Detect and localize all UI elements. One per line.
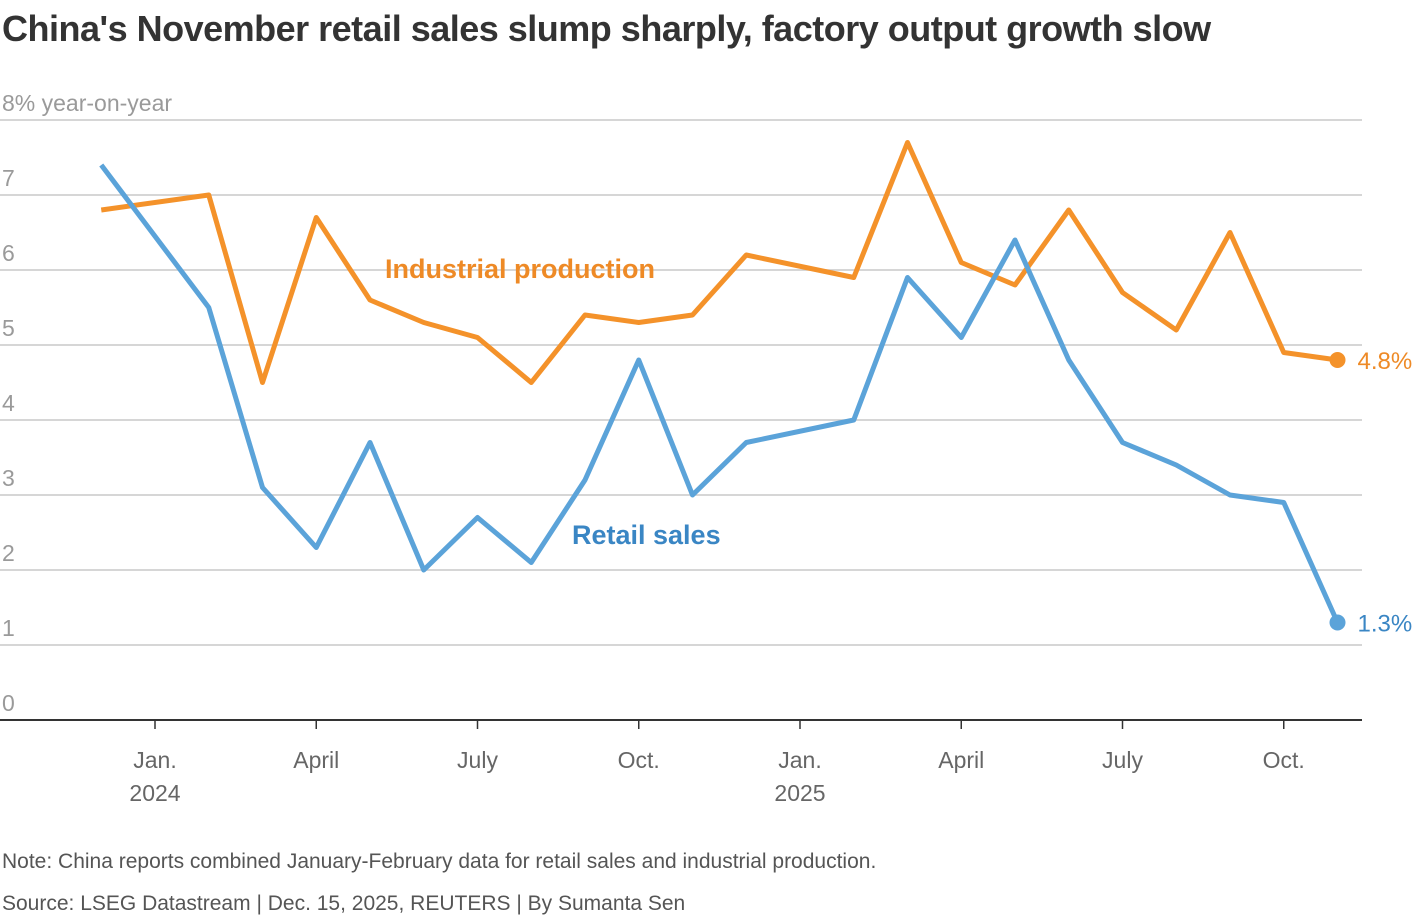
x-tick-sublabel: 2024 (129, 780, 180, 806)
x-tick-label: July (1102, 747, 1143, 773)
series-line-retail-sales (99, 163, 1340, 624)
data-point (1329, 352, 1346, 368)
y-tick-label: 7 (2, 165, 15, 191)
y-tick-label: 3 (2, 465, 15, 491)
y-tick-label: 0 (2, 690, 15, 716)
x-tick-label: April (938, 747, 984, 773)
series-label: Industrial production (385, 254, 655, 284)
x-tick-label: Jan. (133, 747, 176, 773)
x-tick-label: Jan. (778, 747, 821, 773)
end-value-label: 4.8% (1358, 348, 1413, 375)
y-tick-label: 4 (2, 390, 15, 416)
y-tick-label: 5 (2, 315, 15, 341)
chart-source: Source: LSEG Datastream | Dec. 15, 2025,… (2, 892, 686, 915)
x-tick-sublabel: 2025 (774, 780, 825, 806)
x-tick-label: Oct. (618, 747, 660, 773)
y-tick-label: 2 (2, 540, 15, 566)
y-tick-label: 6 (2, 240, 15, 266)
y-tick-label: 8% year-on-year (2, 90, 172, 116)
chart-note: Note: China reports combined January-Feb… (2, 850, 877, 873)
x-tick-label: April (293, 747, 339, 773)
series-line-industrial-production (100, 140, 1338, 385)
end-value-label: 1.3% (1358, 611, 1413, 638)
x-tick-label: Oct. (1263, 747, 1305, 773)
x-tick-label: July (457, 747, 498, 773)
series-label: Retail sales (572, 520, 721, 550)
data-point (1329, 614, 1346, 631)
y-tick-label: 1 (2, 615, 15, 641)
chart-title: China's November retail sales slump shar… (2, 8, 1211, 49)
